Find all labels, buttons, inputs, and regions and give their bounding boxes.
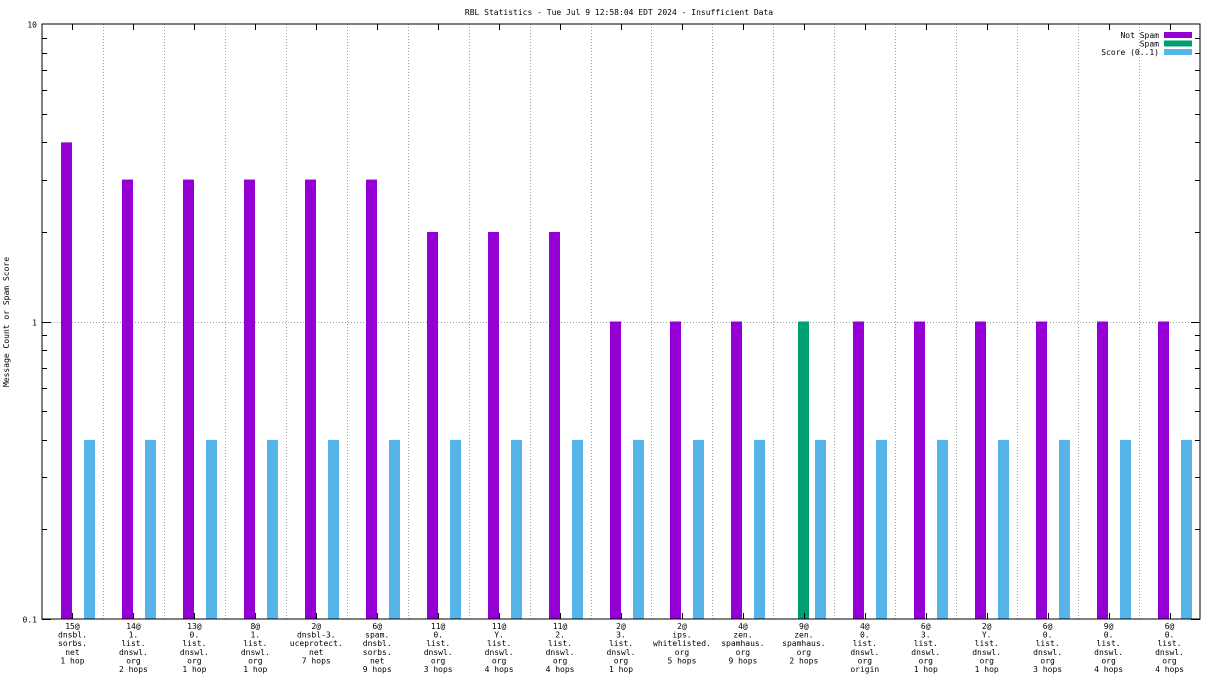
- legend-label: Not Spam: [1120, 31, 1159, 40]
- x-tick-label: 2@ Y. list. dnswl. org 1 hop: [972, 622, 1001, 674]
- bar-score-0-1: [815, 439, 826, 619]
- legend-swatch: [1164, 40, 1192, 47]
- bar-score-0-1: [754, 439, 765, 619]
- bar-score-0-1: [1120, 439, 1131, 619]
- bar-not-spam: [61, 142, 72, 619]
- legend-swatch: [1164, 32, 1192, 38]
- x-tick-label: 6@ 0. list. dnswl. org 3 hops: [1033, 622, 1062, 674]
- x-tick-label: 9@ zen. spamhaus. org 2 hops: [782, 622, 825, 665]
- bar-not-spam: [610, 321, 621, 619]
- x-tick-label: 6@ 3. list. dnswl. org 1 hop: [911, 622, 940, 674]
- y-axis-label: Message Count or Spam Score: [2, 257, 11, 387]
- bar-not-spam: [731, 321, 742, 619]
- bar-score-0-1: [633, 439, 644, 619]
- bar-not-spam: [488, 231, 499, 619]
- x-tick-label: 11@ 2. list. dnswl. org 4 hops: [546, 622, 575, 674]
- bar-score-0-1: [876, 439, 887, 619]
- bar-score-0-1: [937, 439, 948, 619]
- bar-not-spam: [1158, 321, 1169, 619]
- bar-score-0-1: [1181, 439, 1192, 619]
- x-tick-label: 6@ spam. dnsbl. sorbs. net 9 hops: [363, 622, 392, 674]
- bars: [61, 142, 1192, 619]
- x-tick-label: 14@ 1. list. dnswl. org 2 hops: [119, 622, 148, 674]
- x-tick-label: 8@ 1. list. dnswl. org 1 hop: [241, 622, 270, 674]
- bar-not-spam: [853, 321, 864, 619]
- bar-score-0-1: [206, 439, 217, 619]
- bar-score-0-1: [998, 439, 1009, 619]
- x-tick-label: 15@ dnsbl. sorbs. net 1 hop: [58, 622, 87, 665]
- legend-label: Score (0..1): [1101, 48, 1159, 57]
- bar-spam: [798, 321, 809, 619]
- bar-not-spam: [183, 179, 194, 619]
- bar-not-spam: [549, 231, 560, 619]
- x-tick-label: 11@ Y. list. dnswl. org 4 hops: [485, 622, 514, 674]
- bar-score-0-1: [84, 439, 95, 619]
- bar-not-spam: [1036, 321, 1047, 619]
- y-tick-label: 1: [32, 319, 37, 328]
- bar-not-spam: [975, 321, 986, 619]
- x-tick-label: 6@ 0. list. dnswl. org 4 hops: [1155, 622, 1184, 674]
- bar-score-0-1: [1059, 439, 1070, 619]
- bar-score-0-1: [450, 439, 461, 619]
- x-tick-label: 2@ 3. list. dnswl. org 1 hop: [607, 622, 636, 674]
- x-tick-label: 4@ zen. spamhaus. org 9 hops: [721, 622, 764, 665]
- bar-score-0-1: [145, 439, 156, 619]
- bar-not-spam: [244, 179, 255, 619]
- bar-score-0-1: [267, 439, 278, 619]
- bar-score-0-1: [389, 439, 400, 619]
- x-axis-labels: 15@ dnsbl. sorbs. net 1 hop 14@ 1. list. dnswl. o…: [58, 622, 1184, 674]
- bar-not-spam: [305, 179, 316, 619]
- y-tick-label: 10: [27, 21, 37, 30]
- bar-not-spam: [366, 179, 377, 619]
- x-tick-label: 13@ 0. list. dnswl. org 1 hop: [180, 622, 209, 674]
- x-tick-label: 2@ dnsbl-3. uceprotect. net 7 hops: [290, 622, 343, 665]
- chart-title: RBL Statistics - Tue Jul 9 12:58:04 EDT …: [465, 8, 773, 17]
- axis-ticks: 0.1 1 10: [23, 21, 1200, 625]
- bar-score-0-1: [572, 439, 583, 619]
- bar-not-spam: [670, 321, 681, 619]
- x-tick-label: 4@ 0. list. dnswl. org origin: [850, 622, 879, 674]
- x-tick-label: 2@ ips. whitelisted. org 5 hops: [653, 622, 711, 665]
- bar-score-0-1: [328, 439, 339, 619]
- legend-swatch: [1164, 49, 1192, 55]
- x-tick-label: 11@ 0. list. dnswl. org 3 hops: [424, 622, 453, 674]
- bar-not-spam: [1097, 321, 1108, 619]
- bar-score-0-1: [511, 439, 522, 619]
- x-tick-label: 9@ 0. list. dnswl. org 4 hops: [1094, 622, 1123, 674]
- legend-label: Spam: [1140, 40, 1159, 49]
- bar-not-spam: [914, 321, 925, 619]
- y-tick-label: 0.1: [23, 616, 38, 625]
- bar-score-0-1: [693, 439, 704, 619]
- bar-not-spam: [122, 179, 133, 619]
- bar-not-spam: [427, 231, 438, 619]
- grid-lines: [42, 24, 1200, 619]
